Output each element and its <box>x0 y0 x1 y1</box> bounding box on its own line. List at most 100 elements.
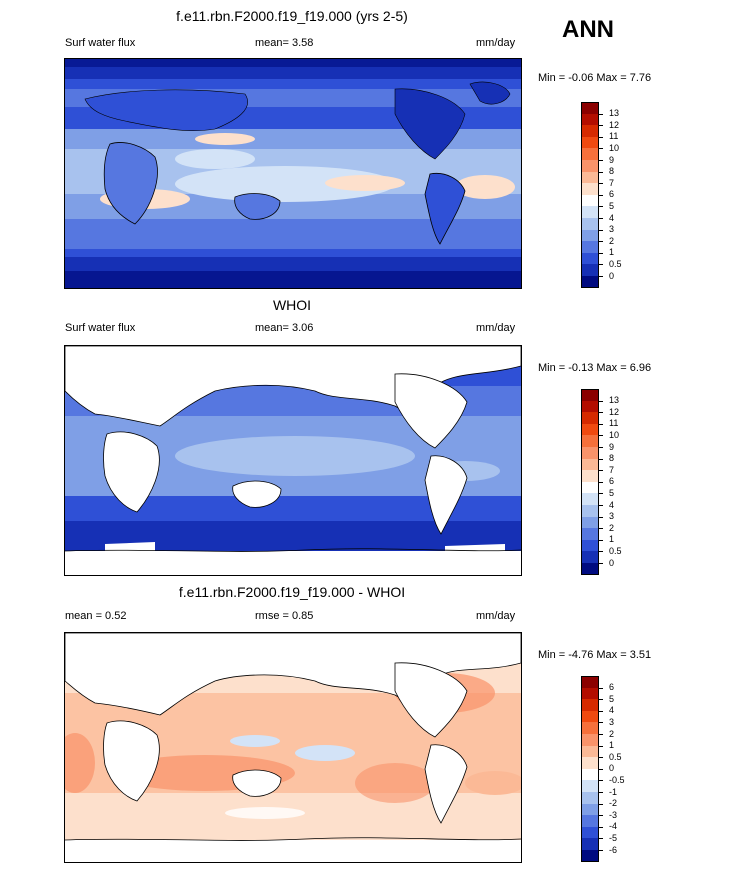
colorbar-tick-label: 2 <box>609 235 615 246</box>
colorbar-tick <box>599 206 603 208</box>
colorbar-frame <box>581 389 599 575</box>
colorbar-tick <box>599 687 603 689</box>
colorbar-tick <box>599 171 603 173</box>
colorbar-tick <box>599 780 603 782</box>
panel3-rmse-label: rmse = 0.85 <box>255 610 314 622</box>
colorbar-tick-label: 0 <box>609 557 615 568</box>
colorbar-tick <box>599 470 603 472</box>
colorbar-tick <box>599 412 603 414</box>
colorbar-tick <box>599 423 603 425</box>
colorbar-tick-label: 0.5 <box>609 545 622 556</box>
colorbar-tick <box>599 481 603 483</box>
colorbar-tick <box>599 734 603 735</box>
colorbar-tick-label: 11 <box>609 418 619 429</box>
colorbar-tick-label: 4 <box>609 705 615 716</box>
colorbar-tick-label: 6 <box>609 682 615 693</box>
colorbar-tick <box>599 493 603 495</box>
colorbar-tick <box>599 113 603 115</box>
panel2-title: WHOI <box>272 297 312 313</box>
colorbar-tick <box>599 838 603 840</box>
panel2-range-label: Min = -0.13 Max = 6.96 <box>538 362 652 374</box>
colorbar-tick <box>599 815 603 817</box>
panel1-range-label: Min = -0.06 Max = 7.76 <box>538 72 652 84</box>
colorbar-tick <box>599 768 603 770</box>
colorbar-tick-label: 6 <box>609 476 615 487</box>
colorbar-tick-label: -6 <box>609 844 618 855</box>
panel1-units-label: mm/day <box>476 37 516 49</box>
colorbar-tick-label: 6 <box>609 189 615 200</box>
panel3-map <box>64 632 522 863</box>
colorbar-tick-label: 7 <box>609 464 615 475</box>
colorbar-tick <box>599 551 603 553</box>
panel2-units-label: mm/day <box>476 322 516 334</box>
colorbar-tick-label: 12 <box>609 406 620 417</box>
colorbar-tick <box>599 194 603 196</box>
colorbar-tick <box>599 125 603 127</box>
colorbar-tick <box>599 505 603 506</box>
colorbar-tick <box>599 218 603 219</box>
colorbar-tick-label: 9 <box>609 154 615 165</box>
panel1-mean-label: mean= 3.58 <box>255 37 314 49</box>
panel2-mean-label: mean= 3.06 <box>255 322 314 334</box>
season-label: ANN <box>562 16 614 43</box>
colorbar-tick <box>599 148 603 150</box>
colorbar-tick-label: -2 <box>609 798 618 809</box>
colorbar-tick-label: 0.5 <box>609 258 622 269</box>
colorbar-tick-label: 8 <box>609 166 615 177</box>
colorbar-tick <box>599 229 603 231</box>
colorbar-tick <box>599 400 603 402</box>
colorbar-tick-label: 8 <box>609 453 615 464</box>
colorbar-tick-label: 1 <box>609 534 615 545</box>
colorbar-tick-label: 1 <box>609 740 615 751</box>
colorbar-tick-label: 3 <box>609 511 615 522</box>
colorbar-tick-label: 0.5 <box>609 751 622 762</box>
colorbar-tick <box>599 252 603 254</box>
colorbar-frame <box>581 102 599 288</box>
colorbar-tick-label: 0 <box>609 270 615 281</box>
colorbar-tick <box>599 136 603 138</box>
colorbar-tick-label: 12 <box>609 119 620 130</box>
colorbar-tick-label: 4 <box>609 499 615 510</box>
colorbar-tick-label: 9 <box>609 441 615 452</box>
colorbar-tick-label: 5 <box>609 487 615 498</box>
colorbar-tick-label: 1 <box>609 247 615 258</box>
colorbar-tick <box>599 528 603 530</box>
colorbar-tick-label: 7 <box>609 177 615 188</box>
colorbar-tick-label: 10 <box>609 142 620 153</box>
colorbar-tick <box>599 264 603 266</box>
panel1-title: f.e11.rbn.F2000.f19_f19.000 (yrs 2-5) <box>176 8 408 24</box>
panel2-variable-label: Surf water flux <box>65 322 136 334</box>
colorbar-tick <box>599 850 603 851</box>
colorbar-frame <box>581 676 599 862</box>
colorbar-tick <box>599 458 603 460</box>
colorbar-tick <box>599 435 603 437</box>
colorbar-tick <box>599 803 603 805</box>
colorbar-tick <box>599 563 603 564</box>
panel1-map <box>64 58 522 289</box>
colorbar-tick <box>599 699 603 701</box>
colorbar-tick <box>599 160 603 161</box>
colorbar-tick-label: 5 <box>609 200 615 211</box>
colorbar-tick <box>599 539 603 541</box>
colorbar-tick-label: -5 <box>609 832 618 843</box>
colorbar-tick-label: 4 <box>609 212 615 223</box>
panel3-mean-label: mean = 0.52 <box>65 610 127 622</box>
colorbar-tick-label: -4 <box>609 821 618 832</box>
colorbar-tick-label: 11 <box>609 131 619 142</box>
colorbar-tick <box>599 516 603 518</box>
colorbar-tick <box>599 722 603 724</box>
colorbar-tick <box>599 792 603 793</box>
colorbar-tick <box>599 276 603 277</box>
colorbar-tick-label: -0.5 <box>609 774 625 785</box>
colorbar-tick-label: -3 <box>609 809 618 820</box>
colorbar-tick <box>599 447 603 448</box>
colorbar-tick <box>599 241 603 243</box>
panel3-title: f.e11.rbn.F2000.f19_f19.000 - WHOI <box>178 584 406 600</box>
colorbar-tick-label: 13 <box>609 108 620 119</box>
colorbar-tick-label: 2 <box>609 728 615 739</box>
colorbar-tick-label: 0 <box>609 763 615 774</box>
colorbar-tick-label: 13 <box>609 395 620 406</box>
colorbar-tick <box>599 745 603 747</box>
panel3-units-label: mm/day <box>476 610 516 622</box>
colorbar-tick-label: 10 <box>609 429 620 440</box>
